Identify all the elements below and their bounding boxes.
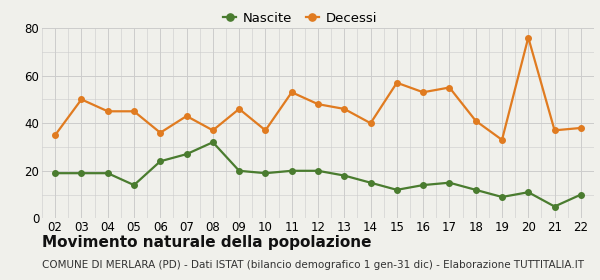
Nascite: [314, 169, 322, 172]
Decessi: [577, 126, 584, 130]
Decessi: [367, 122, 374, 125]
Decessi: [78, 98, 85, 101]
Decessi: [393, 81, 400, 85]
Nascite: [341, 174, 348, 177]
Decessi: [472, 119, 479, 123]
Nascite: [157, 160, 164, 163]
Decessi: [104, 109, 112, 113]
Line: Nascite: Nascite: [52, 139, 584, 209]
Nascite: [393, 188, 400, 192]
Decessi: [236, 107, 243, 111]
Text: COMUNE DI MERLARA (PD) - Dati ISTAT (bilancio demografico 1 gen-31 dic) - Elabor: COMUNE DI MERLARA (PD) - Dati ISTAT (bil…: [42, 260, 584, 270]
Nascite: [236, 169, 243, 172]
Decessi: [52, 134, 59, 137]
Decessi: [446, 86, 453, 89]
Nascite: [183, 152, 190, 156]
Line: Decessi: Decessi: [52, 35, 584, 143]
Decessi: [130, 109, 137, 113]
Nascite: [209, 141, 217, 144]
Decessi: [551, 129, 558, 132]
Decessi: [524, 36, 532, 39]
Nascite: [52, 171, 59, 175]
Decessi: [341, 107, 348, 111]
Nascite: [262, 171, 269, 175]
Decessi: [288, 91, 295, 94]
Decessi: [183, 114, 190, 118]
Nascite: [130, 183, 137, 187]
Nascite: [551, 205, 558, 208]
Nascite: [524, 190, 532, 194]
Decessi: [209, 129, 217, 132]
Nascite: [367, 181, 374, 184]
Decessi: [314, 102, 322, 106]
Legend: Nascite, Decessi: Nascite, Decessi: [218, 7, 382, 31]
Nascite: [499, 195, 506, 199]
Nascite: [419, 183, 427, 187]
Text: Movimento naturale della popolazione: Movimento naturale della popolazione: [42, 235, 371, 250]
Nascite: [446, 181, 453, 184]
Decessi: [499, 138, 506, 141]
Nascite: [577, 193, 584, 196]
Nascite: [78, 171, 85, 175]
Decessi: [419, 91, 427, 94]
Nascite: [472, 188, 479, 192]
Nascite: [104, 171, 112, 175]
Nascite: [288, 169, 295, 172]
Decessi: [157, 131, 164, 134]
Decessi: [262, 129, 269, 132]
